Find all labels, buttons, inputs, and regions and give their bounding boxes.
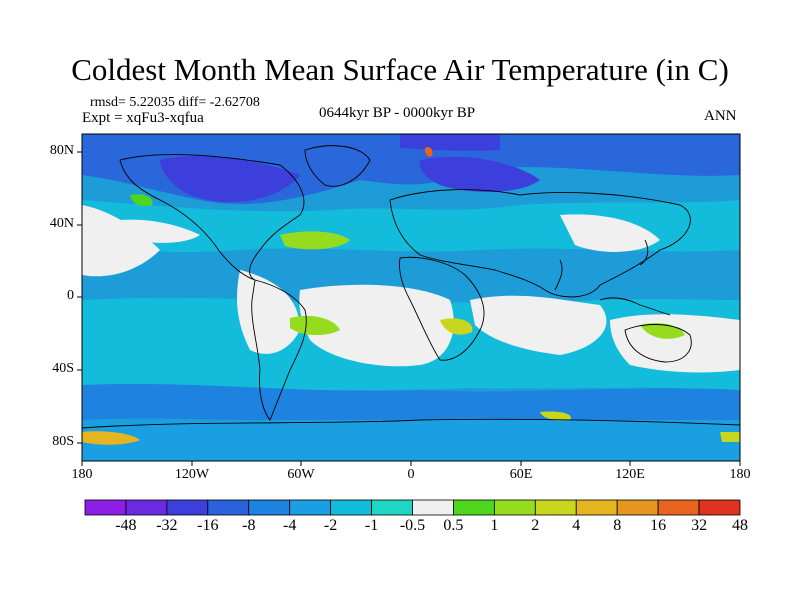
colorbar-label: 16 <box>650 517 667 534</box>
colorbar-label: -8 <box>242 517 256 534</box>
colorbar-label: -1 <box>364 517 379 534</box>
colorbar-label: 2 <box>531 517 540 534</box>
colorbar-swatch <box>698 499 741 516</box>
colorbar-label: -4 <box>283 517 297 534</box>
lon-label: 180 <box>71 467 93 482</box>
colorbar-swatch <box>166 499 209 516</box>
colorbar-swatch <box>575 499 618 516</box>
colorbar-swatch <box>616 499 659 516</box>
colorbar-label: -16 <box>197 517 219 534</box>
rmsd-diff-stats: rmsd= 5.22035 diff= -2.62708 <box>90 95 260 110</box>
colorbar-label: 8 <box>613 517 622 534</box>
coastlines <box>82 145 740 429</box>
map-field <box>82 134 740 461</box>
colorbar-label: -0.5 <box>399 517 426 534</box>
colorbar-swatch <box>657 499 700 516</box>
lat-label: 0 <box>67 288 74 303</box>
colorbar-swatch <box>248 499 291 516</box>
colorbar-label: 1 <box>490 517 499 534</box>
colorbar-swatch <box>207 499 250 516</box>
axis-ticks <box>77 151 741 466</box>
colorbar-swatch <box>453 499 495 516</box>
experiment-label: Expt = xqFu3-xqfua <box>82 110 204 126</box>
lon-label: 120E <box>615 467 645 482</box>
lon-label: 120W <box>174 467 210 482</box>
colorbar-swatch <box>534 499 577 516</box>
colorbar-swatch <box>412 499 454 516</box>
colorbar-label: -2 <box>323 517 338 534</box>
lon-label: 0 <box>407 467 415 482</box>
colorbar-label: 0.5 <box>443 517 464 534</box>
colorbar-label: -48 <box>115 517 137 534</box>
lat-label: 40S <box>52 361 74 376</box>
colorbar-label: -32 <box>156 517 178 534</box>
colorbar-label: 32 <box>691 517 708 534</box>
lat-label: 40N <box>49 216 74 231</box>
lon-label: 60W <box>287 467 315 482</box>
colorbar-swatch <box>493 499 536 516</box>
colorbar-swatch <box>371 499 413 516</box>
period-label: 0644kyr BP - 0000kyr BP <box>319 105 476 121</box>
colorbar-label: 48 <box>732 517 748 534</box>
lat-label: 80N <box>49 143 74 158</box>
colorbar-label: 4 <box>572 517 581 534</box>
lon-label: 180 <box>729 467 751 482</box>
season-label: ANN <box>704 108 737 124</box>
colorbar-swatch <box>84 499 127 516</box>
colorbar-swatch <box>289 499 332 516</box>
lat-label: 80S <box>52 434 74 449</box>
colorbar-swatch <box>330 499 372 516</box>
lon-label: 60E <box>509 467 533 482</box>
colorbar-swatch <box>125 499 168 516</box>
map-title: Coldest Month Mean Surface Air Temperatu… <box>71 52 729 87</box>
colorbar <box>84 499 741 516</box>
